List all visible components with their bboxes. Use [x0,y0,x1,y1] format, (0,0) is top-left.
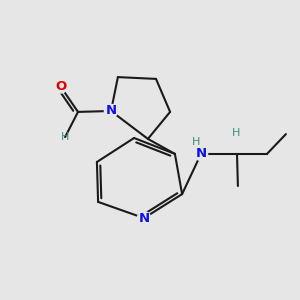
Circle shape [194,147,208,161]
Text: N: N [105,104,117,118]
Text: N: N [138,212,150,225]
Circle shape [104,104,118,118]
Text: N: N [195,147,207,161]
Text: H: H [232,128,240,138]
Circle shape [55,81,67,93]
Text: H: H [61,132,69,142]
Text: O: O [55,80,67,94]
Circle shape [137,212,151,225]
Text: H: H [191,137,200,147]
